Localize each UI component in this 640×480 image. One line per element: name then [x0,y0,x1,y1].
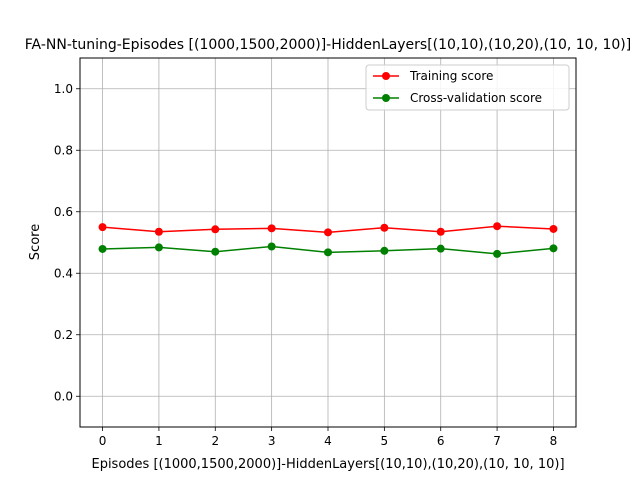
legend-label: Cross-validation score [410,91,542,105]
data-point [98,223,107,232]
data-point [436,244,445,253]
grid-lines [80,58,576,427]
y-tick-label: 0.0 [54,389,73,403]
data-point [154,243,163,252]
x-tick-label: 0 [99,434,107,448]
x-tick-label: 8 [550,434,558,448]
data-point [493,249,502,258]
legend-label: Training score [409,69,493,83]
data-point [380,223,389,232]
x-tick-label: 1 [155,434,163,448]
y-tick-label: 1.0 [54,82,73,96]
x-tick-label: 5 [381,434,389,448]
legend-marker [382,94,390,102]
x-tick-label: 2 [211,434,219,448]
data-point [324,248,332,257]
x-tick-label: 6 [437,434,445,448]
data-point [211,225,220,234]
data-point [493,222,502,231]
x-tick-label: 3 [268,434,276,448]
data-point [211,247,220,256]
data-point [380,246,389,255]
chart-title: FA-NN-tuning-Episodes [(1000,1500,2000)]… [25,37,631,53]
data-point [436,227,445,236]
data-point [98,244,107,253]
axis-ticks: 0 1 2 3 4 5 6 7 8 0.0 0.2 0.4 0.6 0.8 1.0 [54,82,557,448]
data-point [549,244,558,253]
x-tick-label: 7 [493,434,501,448]
y-tick-label: 0.2 [54,328,73,342]
x-axis-label: Episodes [(1000,1500,2000)]-HiddenLayers… [91,457,564,472]
data-point [267,242,276,251]
y-axis-label: Score [28,224,43,260]
data-point [324,228,332,237]
data-point [549,224,558,233]
series-layer [98,222,558,258]
legend-box [365,64,570,111]
y-tick-label: 0.4 [54,266,73,280]
legend-marker [382,72,390,80]
y-tick-label: 0.6 [54,205,73,219]
x-tick-label: 4 [324,434,332,448]
data-point [267,224,276,233]
data-point [154,227,163,236]
y-tick-label: 0.8 [54,143,73,157]
legend: Training score Cross-validation score [365,64,570,111]
